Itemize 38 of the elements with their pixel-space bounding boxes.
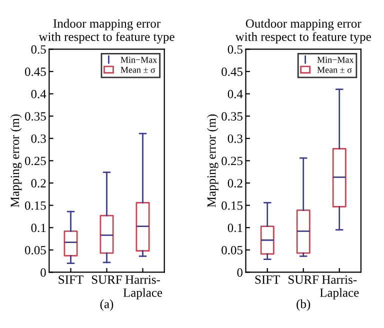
y-axis-title: Mapping error (m) xyxy=(206,114,218,208)
y-tick-label: 0.05 xyxy=(24,246,46,254)
y-tick-label: 0.1 xyxy=(31,224,46,232)
y-tick-label: 0.3 xyxy=(228,134,242,143)
y-tick-label: 0.05 xyxy=(222,246,242,254)
y-tick-label: 0 xyxy=(40,268,46,277)
x-tick-label: Harris- Laplace xyxy=(123,275,162,300)
x-tick-label: SURF xyxy=(92,275,122,284)
x-tick-label: SIFT xyxy=(255,275,280,284)
x-axis-title: (a) xyxy=(100,299,114,311)
y-tick-label: 0.3 xyxy=(31,134,46,143)
y-tick-label: 0.25 xyxy=(24,156,46,166)
y-tick-label: 0.5 xyxy=(31,45,46,54)
legend-label: Mean ± σ xyxy=(120,66,156,73)
chart-title: Outdoor mapping error with respect to feature type xyxy=(235,18,371,44)
x-tick-label: SURF xyxy=(288,275,319,284)
y-tick-label: 0.2 xyxy=(31,179,46,188)
y-tick-label: 0.2 xyxy=(228,179,242,188)
chart-title: Indoor mapping error with respect to feature type xyxy=(38,18,174,44)
y-tick-label: 0.45 xyxy=(222,68,242,76)
y-tick-label: 0.45 xyxy=(24,68,46,76)
x-tick-label: SIFT xyxy=(58,275,84,284)
x-tick-label: Harris- Laplace xyxy=(320,275,359,300)
y-tick-label: 0.35 xyxy=(24,112,46,121)
y-tick-label: 0 xyxy=(237,268,243,277)
y-axis-title: Mapping error (m) xyxy=(10,114,22,208)
annotation: Min−Max xyxy=(317,56,354,63)
annotation: Min−Max xyxy=(120,56,158,63)
y-tick-label: 0.35 xyxy=(222,112,242,121)
y-tick-label: 0.4 xyxy=(228,90,243,98)
y-tick-label: 0.25 xyxy=(222,156,242,166)
y-tick-label: 0.15 xyxy=(24,201,46,210)
y-tick-label: 0.1 xyxy=(228,224,242,232)
legend-label: Mean ± σ xyxy=(317,66,352,73)
y-tick-label: 0.15 xyxy=(222,201,242,210)
y-tick-label: 0.4 xyxy=(31,90,46,98)
x-axis-title: (b) xyxy=(296,299,310,311)
y-tick-label: 0.5 xyxy=(228,45,242,54)
